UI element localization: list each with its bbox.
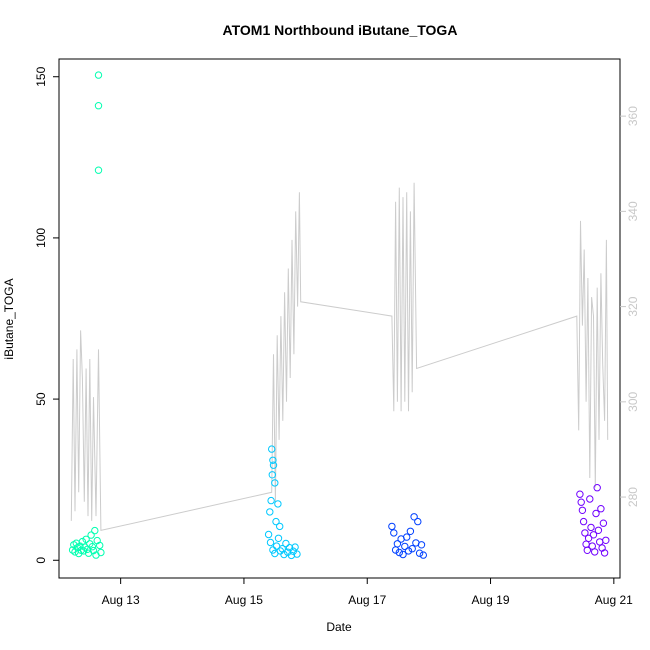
data-point [291, 543, 299, 551]
data-point [408, 545, 416, 553]
y-tick-label: 100 [34, 228, 48, 248]
y2-axis: 280 300 320 340 360 [620, 106, 640, 507]
y-axis-label: iButane_TOGA [2, 278, 16, 359]
data-point [94, 102, 103, 110]
data-point [266, 538, 275, 547]
data-point [417, 541, 426, 549]
y2-tick-label: 320 [626, 296, 640, 316]
data-point [393, 540, 402, 548]
data-point [584, 534, 593, 542]
data-point [293, 550, 301, 558]
data-point [577, 498, 585, 506]
data-point [578, 506, 587, 514]
data-point [597, 505, 605, 513]
data-point [266, 508, 274, 516]
data-point [395, 548, 403, 557]
data-point [87, 531, 95, 539]
data-point [579, 517, 588, 526]
data-point [267, 496, 275, 505]
data-point [410, 513, 418, 521]
data-point [76, 542, 84, 550]
data-point [274, 534, 283, 542]
x-tick-label: Aug 19 [472, 593, 510, 607]
data-point [589, 531, 598, 539]
chart-title: ATOM1 Northbound iButane_TOGA [223, 22, 458, 38]
y2-tick-label: 300 [626, 391, 640, 411]
data-point [96, 541, 104, 550]
y2-tick-label: 360 [626, 106, 640, 126]
plot-area-border [58, 58, 621, 579]
data-point [599, 519, 608, 527]
data-point [414, 517, 422, 526]
x-tick-label: Aug 21 [595, 593, 633, 607]
data-point [593, 484, 601, 492]
data-point [94, 166, 103, 174]
trace-line [70, 182, 609, 532]
data-point [592, 509, 600, 518]
data-point [282, 539, 290, 548]
data-point [269, 546, 277, 554]
y-axis: 0 50 100 150 [34, 66, 59, 564]
data-point [404, 547, 413, 555]
y-tick-label: 50 [34, 392, 48, 406]
data-point [280, 550, 288, 559]
data-point [276, 522, 284, 531]
data-point [586, 495, 594, 503]
data-point [97, 548, 105, 557]
data-point [88, 543, 97, 551]
data-point [388, 522, 396, 531]
data-point [401, 542, 409, 551]
data-point [94, 71, 103, 79]
data-point [594, 526, 603, 534]
data-point [581, 529, 589, 537]
y2-tick-label: 280 [626, 487, 640, 507]
data-point [264, 530, 273, 539]
data-point [287, 551, 296, 560]
data-point [403, 533, 411, 541]
y-tick-label: 150 [34, 66, 48, 86]
data-point [269, 456, 277, 464]
data-point [406, 527, 415, 535]
x-tick-label: Aug 13 [102, 593, 140, 607]
data-point [591, 548, 599, 556]
data-point [274, 500, 282, 508]
data-point [600, 549, 609, 557]
data-point [268, 471, 276, 479]
data-point [415, 549, 424, 557]
data-point [587, 523, 595, 532]
data-point [268, 445, 276, 453]
data-point [576, 490, 584, 498]
data-point [272, 517, 280, 526]
data-point [81, 543, 89, 551]
y2-tick-label: 340 [626, 201, 640, 221]
x-axis: Aug 13 Aug 15 Aug 17 Aug 19 Aug 21 [102, 578, 633, 607]
y-tick-label: 0 [34, 557, 48, 564]
data-point [419, 551, 427, 559]
data-point [269, 461, 278, 469]
x-tick-label: Aug 15 [225, 593, 263, 607]
data-point [91, 526, 99, 535]
scatter-points [68, 71, 610, 560]
data-point [390, 529, 398, 537]
data-point [602, 536, 610, 544]
data-point [399, 550, 407, 559]
x-axis-label: Date [326, 620, 352, 634]
data-point [596, 538, 604, 546]
data-point [271, 479, 279, 487]
data-point [82, 535, 90, 543]
x-tick-label: Aug 17 [348, 593, 386, 607]
data-point [583, 546, 591, 554]
right-axis-trace [70, 182, 609, 532]
